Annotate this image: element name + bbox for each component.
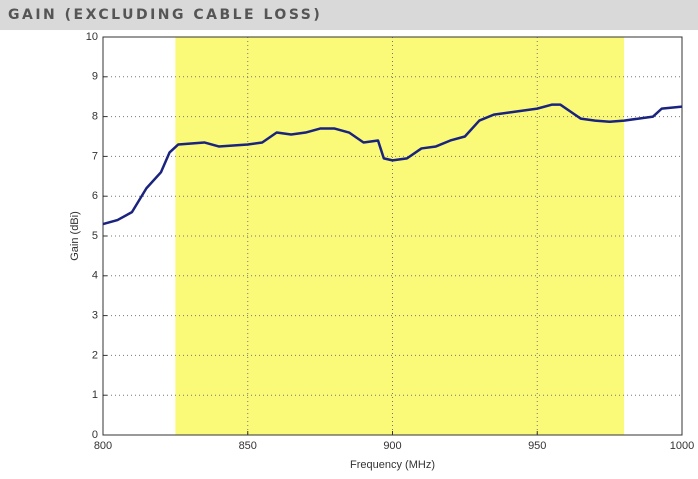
y-tick-label: 1 [92,389,98,401]
x-tick-label: 800 [94,440,112,452]
header-title: GAIN (EXCLUDING CABLE LOSS) [8,7,323,23]
x-tick-label: 1000 [670,440,694,452]
y-tick-label: 0 [92,429,98,441]
x-tick-label: 900 [383,440,401,452]
y-tick-label: 4 [92,270,98,282]
x-tick-label: 950 [528,440,546,452]
header-bar: GAIN (EXCLUDING CABLE LOSS) [0,0,698,30]
x-tick-label: 850 [239,440,257,452]
y-tick-label: 10 [86,31,98,43]
y-tick-label: 9 [92,71,98,83]
y-tick-label: 7 [92,150,98,162]
data-line [102,103,683,226]
plot-border [102,36,683,436]
y-tick-label: 5 [92,230,98,242]
x-axis-label: Frequency (MHz) [350,459,435,471]
y-tick-label: 2 [92,349,98,361]
y-tick-label: 3 [92,310,98,322]
y-tick-label: 8 [92,111,98,123]
y-tick-label: 6 [92,190,98,202]
y-axis-label: Gain (dBi) [69,211,81,261]
